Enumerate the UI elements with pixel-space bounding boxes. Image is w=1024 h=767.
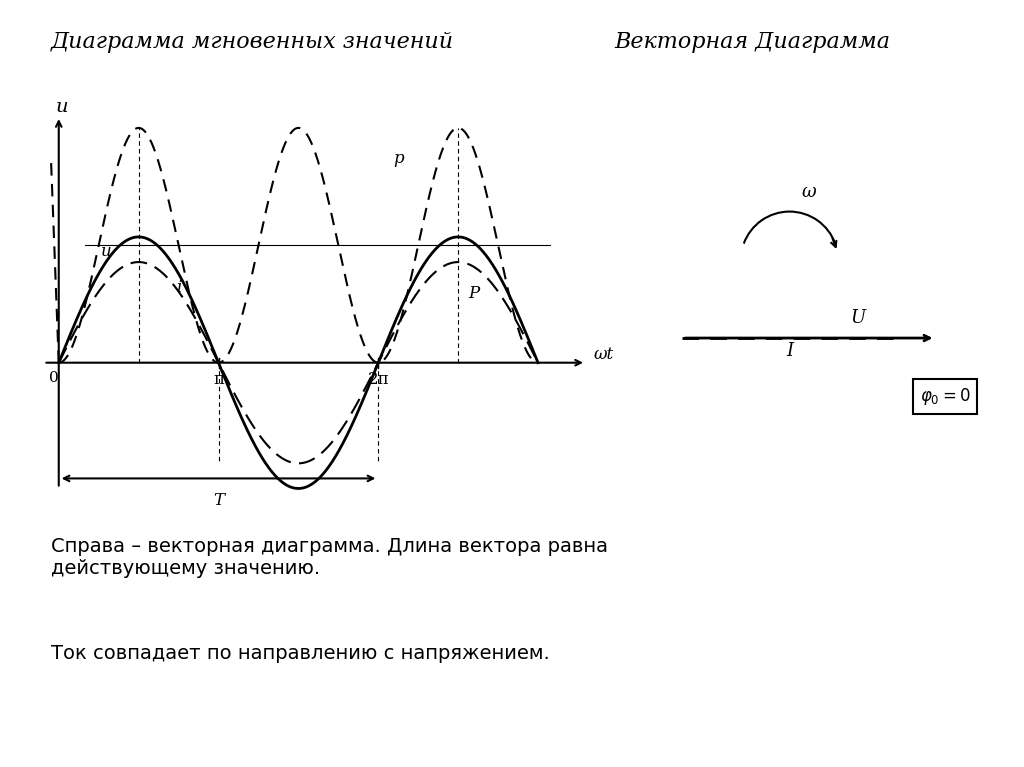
Text: Справа – векторная диаграмма. Длина вектора равна
действующему значению.: Справа – векторная диаграмма. Длина вект… — [51, 537, 608, 578]
Text: ω: ω — [802, 183, 816, 201]
Text: Диаграмма мгновенных значений: Диаграмма мгновенных значений — [51, 31, 455, 53]
Text: $\varphi_0=0$: $\varphi_0=0$ — [920, 386, 971, 407]
Text: 2π: 2π — [368, 371, 389, 388]
Text: i: i — [176, 279, 181, 296]
Text: p: p — [393, 150, 404, 167]
Text: ωt: ωt — [594, 346, 614, 363]
Text: I: I — [786, 341, 793, 360]
Text: π: π — [213, 371, 224, 388]
Text: u: u — [101, 243, 112, 260]
Text: Векторная Диаграмма: Векторная Диаграмма — [614, 31, 891, 53]
Text: u: u — [55, 98, 68, 116]
Text: Ток совпадает по направлению с напряжением.: Ток совпадает по направлению с напряжени… — [51, 644, 550, 663]
Text: P: P — [469, 285, 479, 302]
Text: U: U — [850, 309, 865, 328]
Text: 0: 0 — [49, 371, 58, 385]
Text: T: T — [213, 492, 224, 509]
